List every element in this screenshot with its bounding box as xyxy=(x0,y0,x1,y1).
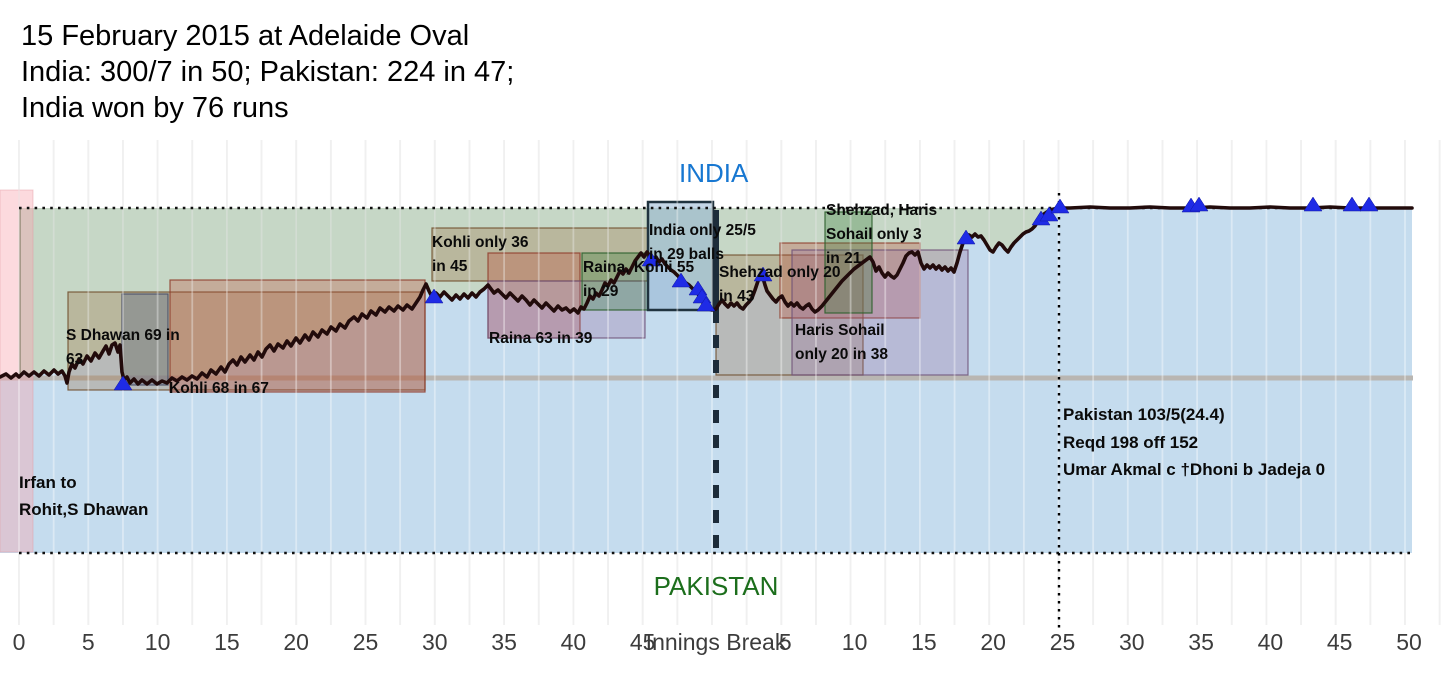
team-label-pakistan: PAKISTAN xyxy=(653,571,779,601)
x-axis-tick-label: 10 xyxy=(144,629,171,655)
ann-shehzad-20: Shehzad only 20 in 43 xyxy=(719,264,841,305)
x-axis-tick-label: 30 xyxy=(422,629,448,655)
x-axis-tick-label: 40 xyxy=(560,629,587,655)
x-axis-tick-label: 5 xyxy=(778,629,792,655)
x-axis-tick-label: 20 xyxy=(980,629,1006,655)
baseline xyxy=(0,375,1413,381)
x-axis-tick-label: 15 xyxy=(214,629,240,655)
wicket-marker-icon xyxy=(1342,196,1362,212)
x-axis-tick-label: 0 xyxy=(12,629,26,655)
wicket-marker-icon xyxy=(1189,196,1209,212)
ann-raina-kohli-55: Raina, Kohli 55 in 29 xyxy=(583,259,695,300)
x-axis-tick-label: 40 xyxy=(1257,629,1284,655)
kohli-slow-box xyxy=(431,227,649,282)
pakistan-red-box xyxy=(779,242,921,319)
wicket-marker-icon xyxy=(1039,206,1059,222)
ann-kohli-only-36: Kohli only 36 in 45 xyxy=(432,234,529,275)
wicket-marker-icon xyxy=(113,375,133,391)
ann-irfan-rohit: Irfan to Rohit,S Dhawan xyxy=(19,473,149,519)
team-label-india: INDIA xyxy=(679,158,749,188)
x-axis-tick-label: 45 xyxy=(629,629,656,655)
wicket-marker-icon xyxy=(424,288,444,304)
x-axis-tick-label: 30 xyxy=(1119,629,1145,655)
x-axis-tick-label: 20 xyxy=(283,629,309,655)
wicket-marker-icon xyxy=(1050,198,1070,214)
ann-haris-sohail: Haris Sohail only 20 in 38 xyxy=(795,322,889,363)
status-required: Reqd 198 off 152 xyxy=(1063,432,1199,452)
wicket-marker-icon xyxy=(671,272,691,288)
x-axis-tick-label: 45 xyxy=(1326,629,1353,655)
worm-line xyxy=(0,205,1414,386)
status-score: Pakistan 103/5(24.4) xyxy=(1063,405,1225,424)
x-axis-tick-label: 15 xyxy=(911,629,937,655)
wicket-marker-icon xyxy=(956,229,976,245)
x-axis-tick-label: 35 xyxy=(491,629,517,655)
status-note: Pakistan 103/5(24.4) Reqd 198 off 152 Um… xyxy=(1063,401,1325,484)
ann-s-dhawan: S Dhawan 69 in 63 xyxy=(66,327,180,368)
match-date-venue: 15 February 2015 at Adelaide Oval xyxy=(21,20,470,52)
rohit-wicket-strip xyxy=(0,189,34,553)
x-axis-innings-break-label: Innings Break xyxy=(645,629,787,655)
x-axis-tick-label: 50 xyxy=(1396,629,1422,655)
x-axis-tick-label: 25 xyxy=(352,629,379,655)
wicket-marker-icon xyxy=(1359,196,1379,212)
ann-raina-63: Raina 63 in 39 xyxy=(489,330,593,347)
wicket-marker-icon xyxy=(753,266,773,282)
ann-shehzad-haris: Shehzad, Haris Sohail only 3 in 21 xyxy=(826,202,938,267)
early-wicket-box xyxy=(121,293,169,386)
wicket-marker-icon xyxy=(1303,196,1323,212)
match-scores: India: 300/7 in 50; Pakistan: 224 in 47; xyxy=(21,56,515,88)
x-axis-tick-label: 5 xyxy=(81,629,95,655)
x-axis-tick-label: 35 xyxy=(1188,629,1214,655)
status-dismissal: Umar Akmal c †Dhoni b Jadeja 0 xyxy=(1063,460,1326,479)
match-result: India won by 76 runs xyxy=(21,92,289,124)
shehzad-box xyxy=(715,254,864,376)
x-axis-tick-label: 25 xyxy=(1049,629,1076,655)
wicket-marker-icon xyxy=(641,251,661,267)
x-axis-tick-label: 10 xyxy=(841,629,868,655)
dhawan-partnership-box xyxy=(67,291,426,391)
wicket-marker-icon xyxy=(696,296,716,312)
ann-kohli-68: Kohli 68 in 67 xyxy=(169,380,269,397)
ann-india-only-25: India only 25/5 in 29 balls xyxy=(649,222,756,263)
match-summary: 15 February 2015 at Adelaide Oval India:… xyxy=(21,18,514,126)
